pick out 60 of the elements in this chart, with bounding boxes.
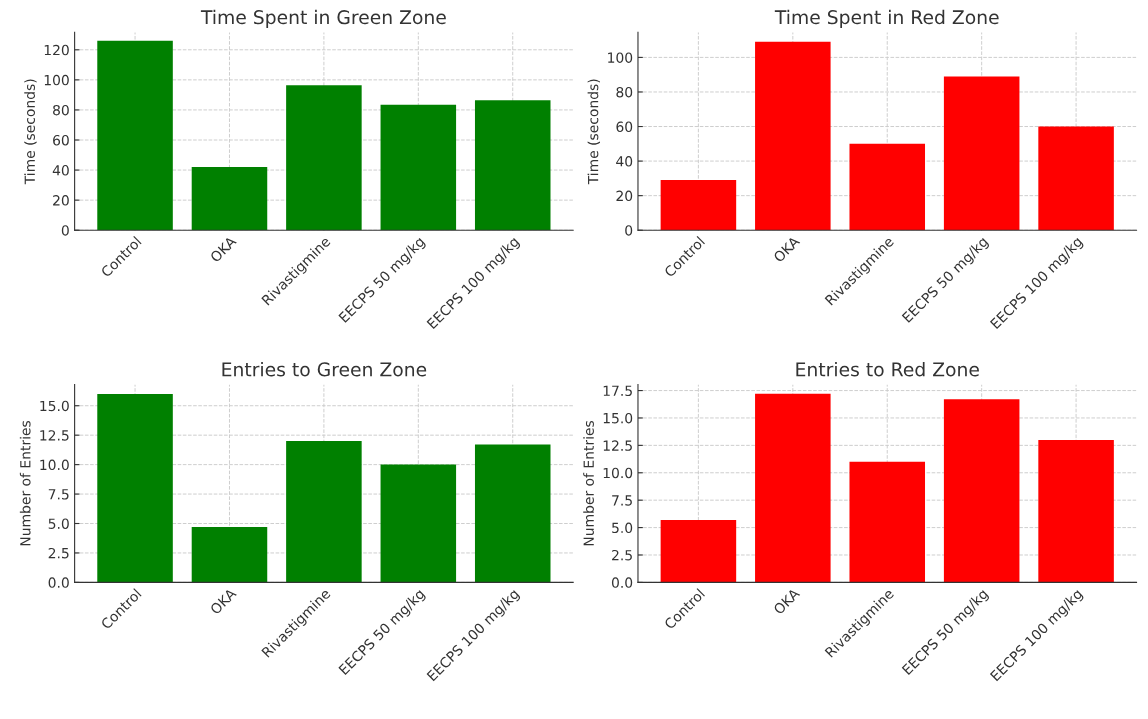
bar (660, 180, 737, 231)
bar (755, 393, 831, 583)
bar (1038, 126, 1114, 231)
y-tick-label: 7.5 (612, 495, 632, 506)
y-tick-label: 0.0 (611, 577, 633, 588)
bar (286, 85, 362, 231)
y-tick-label: 12.5 (603, 440, 632, 451)
bar (474, 100, 551, 231)
bar (943, 399, 1020, 583)
y-tick-label: 10.0 (603, 467, 633, 479)
y-axis-title: Time (seconds) (24, 79, 37, 185)
x-tick-label: OKA (772, 235, 801, 263)
bar (97, 393, 173, 583)
bar (660, 519, 737, 583)
y-tick-label: 80 (616, 86, 633, 98)
y-tick-label: 60 (53, 134, 69, 146)
y-tick-label: 0 (61, 225, 69, 236)
y-tick-label: 17.5 (603, 385, 632, 397)
y-tick-label: 100 (44, 74, 69, 86)
y-tick-label: 80 (53, 104, 69, 116)
y-tick-label: 40 (52, 165, 69, 176)
y-tick-label: 20 (53, 195, 69, 206)
y-tick-label: 2.5 (612, 549, 632, 561)
y-tick-label: 15.0 (603, 412, 633, 424)
y-tick-label: 5.0 (48, 518, 69, 529)
x-tick-label: OKA (209, 235, 237, 263)
bar (191, 527, 268, 583)
bar (380, 104, 457, 231)
x-tick-label: OKA (772, 587, 801, 616)
bar (849, 143, 926, 231)
bar (474, 444, 551, 583)
y-tick-label: 10.0 (40, 459, 69, 471)
y-tick-label: 0 (625, 225, 633, 236)
bar (191, 167, 268, 231)
chart-title: Time Spent in Red Zone (774, 9, 999, 28)
chart-title: Time Spent in Green Zone (200, 9, 446, 28)
y-axis-title: Time (seconds) (587, 79, 600, 185)
y-tick-label: 120 (44, 44, 69, 56)
y-tick-label: 20 (616, 190, 633, 202)
chart-title: Entries to Red Zone (796, 361, 979, 377)
y-axis-title: Number of Entries (583, 420, 594, 546)
y-tick-label: 7.5 (48, 489, 69, 500)
bar (755, 41, 831, 231)
y-axis-title: Number of Entries (19, 420, 31, 546)
bar (380, 464, 457, 583)
bar (97, 40, 173, 231)
chart-title: Entries to Green Zone (222, 361, 427, 377)
y-tick-label: 12.5 (40, 430, 69, 441)
y-tick-label: 60 (616, 121, 633, 132)
bar (849, 461, 926, 583)
bar (286, 441, 362, 583)
y-tick-label: 0.0 (48, 577, 69, 588)
y-tick-label: 5.0 (612, 522, 633, 534)
y-tick-label: 40 (616, 156, 633, 167)
bar (943, 76, 1020, 231)
y-tick-label: 2.5 (48, 547, 69, 559)
bar (1038, 439, 1114, 583)
x-tick-label: OKA (209, 587, 237, 616)
y-tick-label: 15.0 (40, 400, 69, 412)
y-tick-label: 100 (608, 52, 633, 63)
